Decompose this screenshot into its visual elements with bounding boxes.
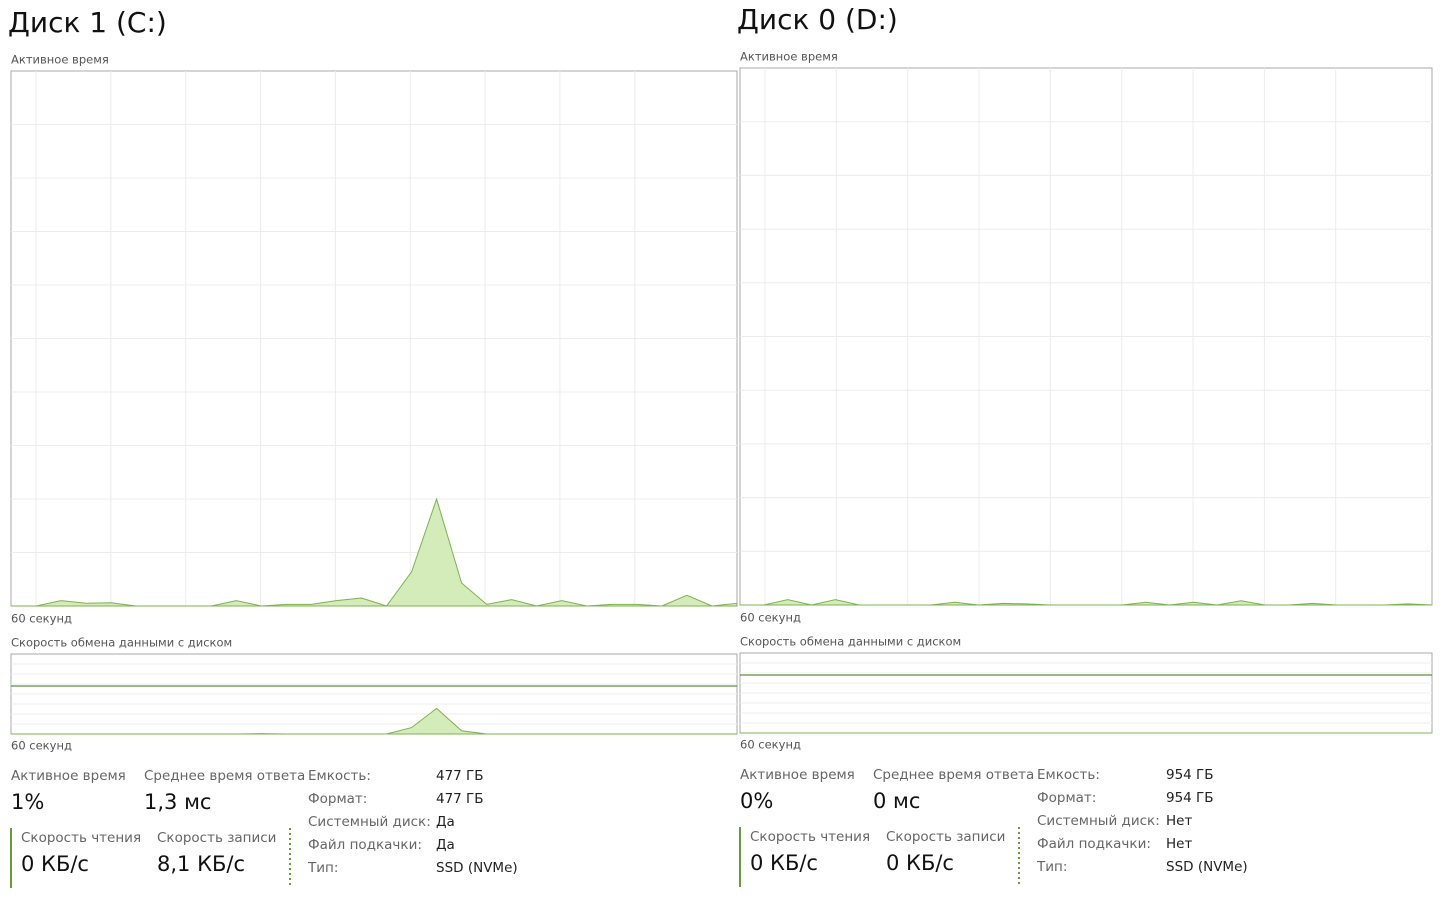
stat-value: 0% — [740, 789, 773, 813]
property-value: 477 ГБ — [436, 768, 484, 784]
time-label: 60 секунд — [11, 612, 72, 626]
disk-title: Диск 0 (D:) — [737, 3, 898, 36]
property-value: 477 ГБ — [436, 791, 484, 807]
stat-label: Среднее время ответа — [873, 767, 1034, 783]
stat-label: Скорость записи — [157, 830, 276, 846]
stat-value: 0 мс — [873, 789, 920, 813]
property-value: Нет — [1166, 836, 1192, 852]
property-name: Тип: — [1036, 859, 1067, 875]
time-label: 60 секунд — [740, 738, 801, 752]
property-name: Системный диск: — [308, 814, 431, 830]
chart-label: Активное время — [11, 53, 109, 67]
property-value: Да — [436, 814, 455, 830]
stat-value: 0 КБ/с — [886, 851, 954, 875]
property-value: Да — [436, 837, 455, 853]
stat-label: Скорость чтения — [21, 830, 141, 846]
stat-label: Активное время — [11, 768, 126, 784]
time-label: 60 секунд — [740, 611, 801, 625]
property-name: Файл подкачки: — [1037, 836, 1151, 852]
stat-value: 0 КБ/с — [750, 851, 818, 875]
activity-area — [740, 599, 1433, 606]
property-name: Формат: — [308, 791, 367, 807]
chart-label: Скорость обмена данными с диском — [11, 636, 232, 650]
property-value: 954 ГБ — [1166, 767, 1214, 783]
chart-label: Скорость обмена данными с диском — [740, 635, 961, 649]
stat-value: 1% — [11, 790, 44, 814]
stat-label: Среднее время ответа — [144, 768, 305, 784]
chart-label: Активное время — [740, 50, 838, 64]
stat-value: 1,3 мс — [144, 790, 211, 814]
property-name: Файл подкачки: — [308, 837, 422, 853]
property-name: Емкость: — [308, 768, 371, 784]
property-name: Тип: — [307, 860, 338, 876]
stat-label: Скорость чтения — [750, 829, 870, 845]
disk-title: Диск 1 (C:) — [8, 6, 167, 39]
stat-label: Скорость записи — [886, 829, 1005, 845]
stat-label: Активное время — [740, 767, 855, 783]
property-value: SSD (NVMe) — [1166, 859, 1248, 875]
stat-value: 0 КБ/с — [21, 852, 89, 876]
property-name: Емкость: — [1037, 767, 1100, 783]
activity-area — [11, 707, 737, 735]
property-value: SSD (NVMe) — [436, 860, 518, 876]
property-name: Системный диск: — [1037, 813, 1160, 829]
time-label: 60 секунд — [11, 739, 72, 753]
property-value: Нет — [1166, 813, 1192, 829]
property-name: Формат: — [1037, 790, 1096, 806]
activity-area — [11, 497, 738, 607]
property-value: 954 ГБ — [1166, 790, 1214, 806]
stat-value: 8,1 КБ/с — [157, 852, 245, 876]
